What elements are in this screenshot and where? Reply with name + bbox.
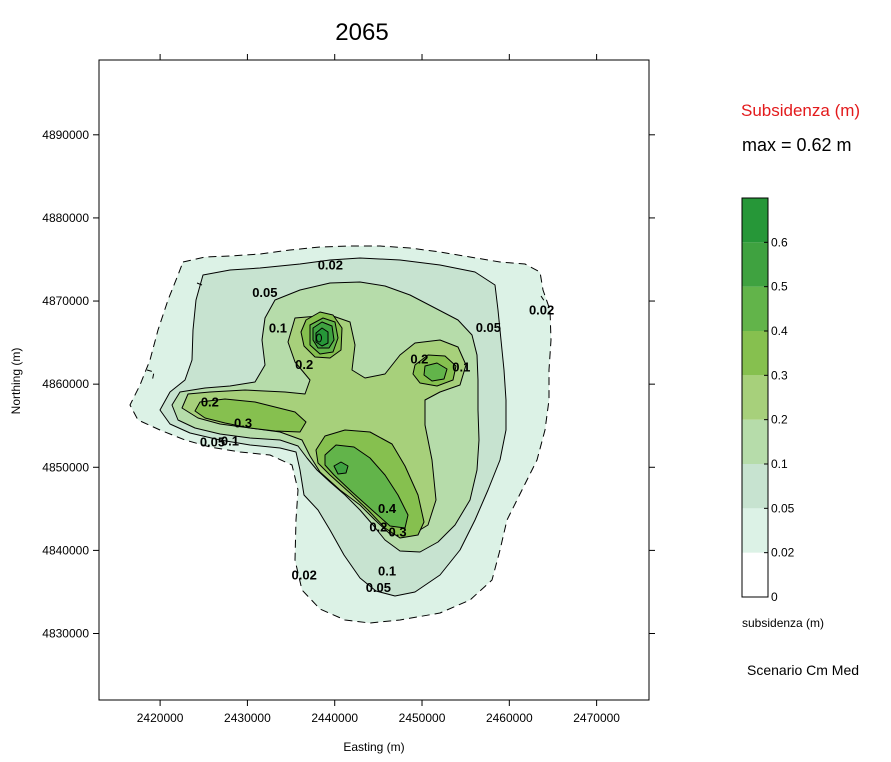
colorbar: 0 0.02 0.05 0.1 0.2 0.3 0.4 0.5 0.6 bbox=[741, 197, 795, 604]
contour-label: 0.02 bbox=[529, 302, 554, 317]
contour-label: 0.2 bbox=[369, 519, 387, 534]
y-tick-label: 4860000 bbox=[42, 377, 89, 391]
colorbar-band bbox=[742, 552, 768, 597]
legend-title: Subsidenza (m) bbox=[741, 101, 860, 120]
contour-label: 0.05 bbox=[476, 320, 501, 335]
x-axis-label: Easting (m) bbox=[343, 740, 404, 754]
colorbar-tick-label: 0.5 bbox=[771, 280, 788, 294]
x-tick-label: 2460000 bbox=[486, 711, 533, 725]
x-axis: 2420000 2430000 2440000 2450000 2460000 24700… bbox=[137, 54, 620, 725]
x-tick-label: 2430000 bbox=[224, 711, 271, 725]
legend-caption: subsidenza (m) bbox=[742, 616, 824, 630]
colorbar-band bbox=[742, 286, 768, 331]
colorbar-tick-label: 0.05 bbox=[771, 501, 795, 515]
contour-label: 0.1 bbox=[378, 563, 396, 578]
legend: Subsidenza (m) max = 0.62 m 0 0.02 0.05 0.1… bbox=[741, 101, 860, 678]
contour-label: 0.02 bbox=[292, 567, 317, 582]
contour-label: 0.2 bbox=[295, 357, 313, 372]
plot-frame bbox=[98, 59, 650, 701]
contour-label: 0.05 bbox=[252, 285, 277, 300]
contour-label: 0.05 bbox=[366, 580, 391, 595]
contour-label: 0.2 bbox=[410, 351, 428, 366]
x-tick-label: 2440000 bbox=[311, 711, 358, 725]
contour-label: 0.1 bbox=[221, 434, 239, 449]
contour-island bbox=[146, 369, 155, 383]
contour-island bbox=[540, 295, 546, 303]
contour-region-0.3-west bbox=[194, 398, 307, 433]
colorbar-tick-label: 0.3 bbox=[771, 368, 788, 382]
contour-label: 0.1 bbox=[452, 360, 470, 375]
colorbar-frame bbox=[741, 197, 769, 598]
colorbar-band bbox=[742, 375, 768, 420]
y-tick-label: 4890000 bbox=[42, 128, 89, 142]
contour-label: 0.2 bbox=[201, 395, 219, 410]
y-tick-label: 4840000 bbox=[42, 543, 89, 557]
y-tick-label: 4870000 bbox=[42, 294, 89, 308]
legend-scenario: Scenario Cm Med bbox=[747, 662, 859, 678]
contour-region-0.4-east bbox=[423, 362, 448, 382]
x-tick-label: 2450000 bbox=[399, 711, 446, 725]
colorbar-tick-label: 0.2 bbox=[771, 413, 788, 427]
contour-labels: 0.020.050.10.2 0.20.10.050.020.20.30.050.… bbox=[200, 257, 554, 594]
colorbar-tick-label: 0.02 bbox=[771, 546, 795, 560]
colorbar-band bbox=[742, 508, 768, 553]
colorbar-band bbox=[742, 331, 768, 376]
contour-label: 0.3 bbox=[234, 415, 252, 430]
contour-label: 0.3 bbox=[389, 524, 407, 539]
contour-label: 0.02 bbox=[318, 257, 343, 272]
colorbar-band bbox=[742, 464, 768, 509]
chart-title: 2065 bbox=[335, 19, 388, 46]
colorbar-tick-label: 0.4 bbox=[771, 324, 788, 338]
colorbar-band bbox=[742, 198, 768, 243]
y-tick-label: 4830000 bbox=[42, 627, 89, 641]
colorbar-band bbox=[742, 419, 768, 464]
contour-label: 0.4 bbox=[378, 501, 397, 516]
contour-label: 0.05 bbox=[200, 434, 225, 449]
y-axis-label: Northing (m) bbox=[9, 348, 23, 415]
contour-label: 0.1 bbox=[269, 321, 287, 336]
colorbar-tick-label: 0 bbox=[771, 590, 778, 604]
contour-region-0.5-south bbox=[333, 461, 349, 475]
contour-peak-north bbox=[316, 333, 322, 343]
legend-max: max = 0.62 m bbox=[742, 135, 852, 155]
contour-fills bbox=[129, 245, 552, 624]
colorbar-band bbox=[742, 242, 768, 287]
y-axis: 4830000 4840000 4850000 4860000 4870000 48800… bbox=[42, 128, 655, 641]
colorbar-tick-label: 0.6 bbox=[771, 235, 788, 249]
y-tick-label: 4880000 bbox=[42, 211, 89, 225]
contour-island bbox=[196, 282, 203, 286]
x-tick-label: 2470000 bbox=[573, 711, 620, 725]
y-tick-label: 4850000 bbox=[42, 460, 89, 474]
x-tick-label: 2420000 bbox=[137, 711, 184, 725]
colorbar-tick-label: 0.1 bbox=[771, 457, 788, 471]
